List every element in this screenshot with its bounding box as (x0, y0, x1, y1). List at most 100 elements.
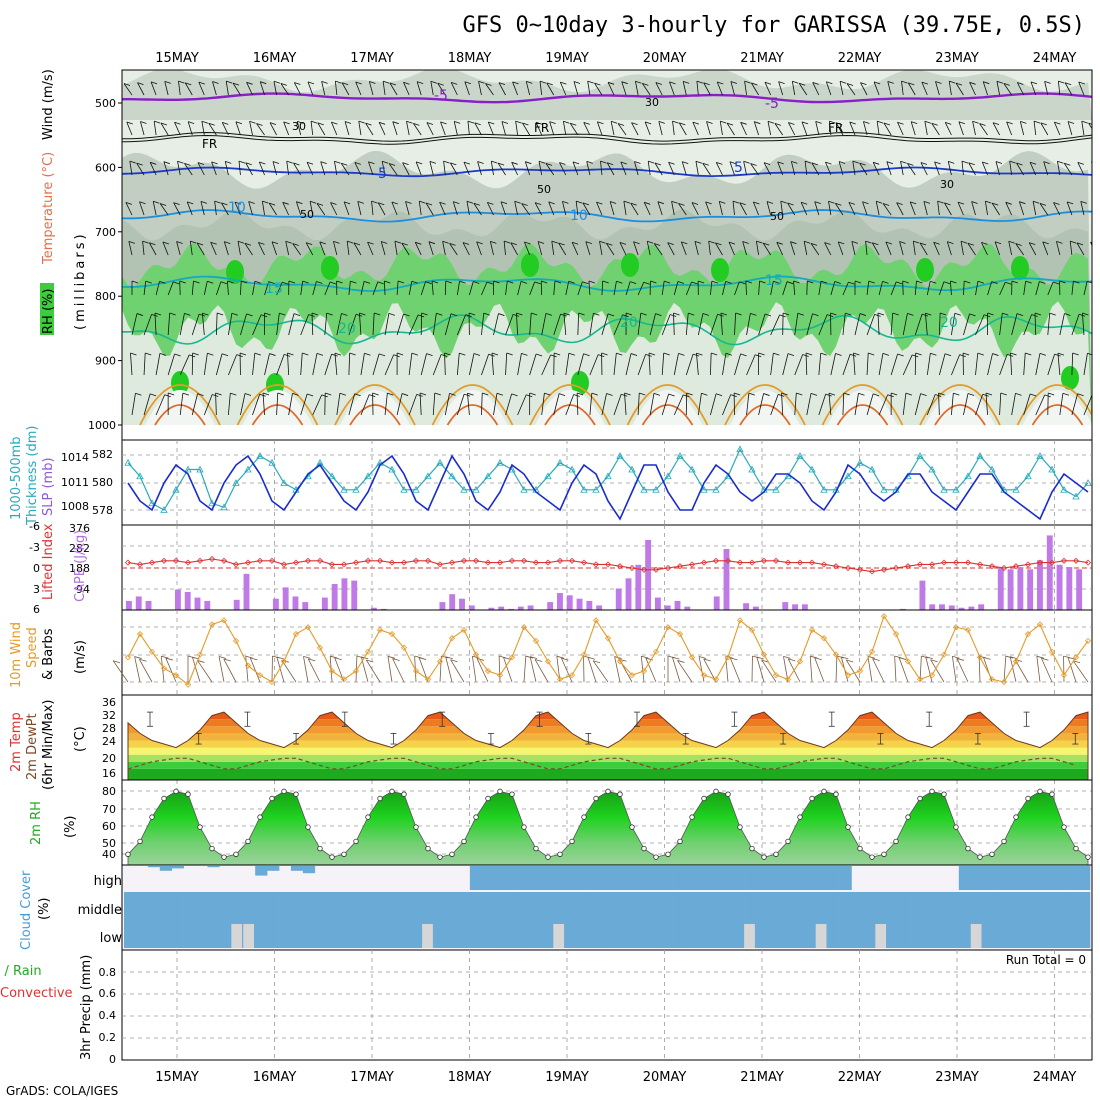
wind-barb-flag (359, 312, 366, 316)
wind-barb (654, 162, 663, 176)
rh-marker (521, 824, 527, 830)
wind-barb (887, 81, 892, 96)
rh-marker (809, 795, 815, 802)
wind-barb-flag (935, 394, 942, 397)
wind10m-barb (365, 659, 381, 683)
temp-tick-24: 24 (102, 735, 116, 748)
rh-label-30-2: 30 (292, 120, 306, 133)
isotherm-30 (739, 404, 791, 426)
cloud-middle-bar (219, 892, 232, 948)
li-marker (652, 566, 660, 573)
wind10m-barb (503, 657, 513, 683)
wind-barb-flag (197, 162, 205, 165)
wind10m-barb (761, 659, 777, 683)
wind-barb-flag (961, 160, 969, 164)
rh-marker (581, 814, 587, 820)
wind-barb-flag (549, 121, 556, 124)
top-date-label: 17MAY (350, 51, 394, 66)
thickness-marker (352, 485, 360, 493)
wind-barb (548, 201, 555, 216)
wind-barb-flag (848, 281, 855, 285)
wind-barb (1059, 313, 1065, 336)
wind-barb (957, 201, 964, 216)
cape-bar (1017, 567, 1024, 610)
wind-barb-flag (234, 201, 242, 205)
cloud-middle-bar (171, 892, 184, 948)
wind-barb-flag (673, 312, 680, 316)
wind-barb-flag (787, 202, 794, 206)
cape-bar (1046, 535, 1053, 610)
wind-barb (521, 203, 530, 216)
wind10m-barb (249, 657, 261, 683)
wind10m-barb (134, 656, 141, 683)
ylabel-slp: SLP (mb) (41, 457, 56, 516)
wind-barb (319, 241, 326, 256)
wind-barb-flag (834, 281, 841, 284)
wind-barb-flag (1082, 312, 1089, 316)
contour-label-20-3: 20 (940, 315, 958, 331)
wind-barb (681, 161, 687, 176)
wind-barb-flag (635, 80, 642, 84)
wind-speed-marker (256, 672, 264, 679)
wind-barb (624, 393, 627, 416)
wind-barb (201, 313, 205, 336)
cape-tick-94: 94 (76, 583, 90, 596)
wind-barb-flag (863, 121, 870, 124)
cloud-middle-bar (827, 892, 840, 948)
wind-barb-flag (222, 122, 229, 125)
wind10m-barb-flag (783, 656, 791, 659)
wind10m-barb (587, 657, 597, 683)
wind-barb-flag (1020, 121, 1027, 124)
wind-barb (1040, 122, 1049, 136)
wind-barb-flag (232, 82, 240, 86)
wind-barb (1023, 281, 1027, 296)
wind-speed-marker (844, 672, 852, 679)
wind-barb (697, 393, 702, 416)
wind-barb (191, 313, 200, 336)
rh-tick-60: 60 (102, 820, 116, 833)
wind-barb (778, 81, 784, 96)
wind-barb-flag (336, 280, 343, 284)
wind-barb (293, 162, 302, 176)
wind-barb-flag (677, 281, 684, 284)
wind-barb-flag (280, 83, 287, 86)
wind-barb-flag (529, 392, 536, 396)
cloud-middle-bar (135, 892, 149, 948)
wind-barb (1057, 353, 1061, 376)
wind-barb-flag (766, 201, 774, 204)
wind-barb (991, 202, 1000, 216)
wind-barb-flag (763, 242, 770, 246)
cape-tick-188: 188 (69, 562, 90, 575)
wind-barb (1032, 201, 1037, 216)
wind-barb (221, 122, 229, 136)
wind-barb (787, 202, 796, 216)
wind-barb-flag (331, 353, 338, 357)
wind-barb-flag (679, 122, 686, 126)
wind-barb (143, 281, 147, 296)
wind-barb-flag (1054, 121, 1061, 125)
wind10m-barb (835, 656, 838, 683)
wind-barb (982, 81, 988, 96)
thickness-marker (340, 485, 348, 493)
wind-barb-flag (1064, 313, 1071, 316)
wind-barb-flag (706, 121, 713, 124)
wind-barb-flag (796, 392, 803, 396)
wind-speed-marker (460, 626, 468, 634)
wind-barb-flag (751, 82, 758, 86)
wind-barb-flag (254, 352, 261, 356)
wind-barb-flag (177, 160, 184, 164)
rh-marker (761, 854, 767, 860)
wind-barb-flag (384, 280, 391, 284)
wind10m-barb (523, 656, 527, 683)
cloud-middle-bar (362, 892, 375, 948)
wind-barb (685, 281, 692, 296)
wind-barb-flag (142, 240, 149, 244)
wind-barb (631, 122, 639, 136)
rh-marker (209, 845, 215, 852)
wind-barb (694, 241, 699, 256)
wind-barb (886, 161, 892, 176)
wind-barb-flag (483, 312, 490, 316)
wind-barb (673, 394, 684, 416)
li-marker (784, 559, 792, 566)
wind-speed-marker (412, 667, 420, 675)
